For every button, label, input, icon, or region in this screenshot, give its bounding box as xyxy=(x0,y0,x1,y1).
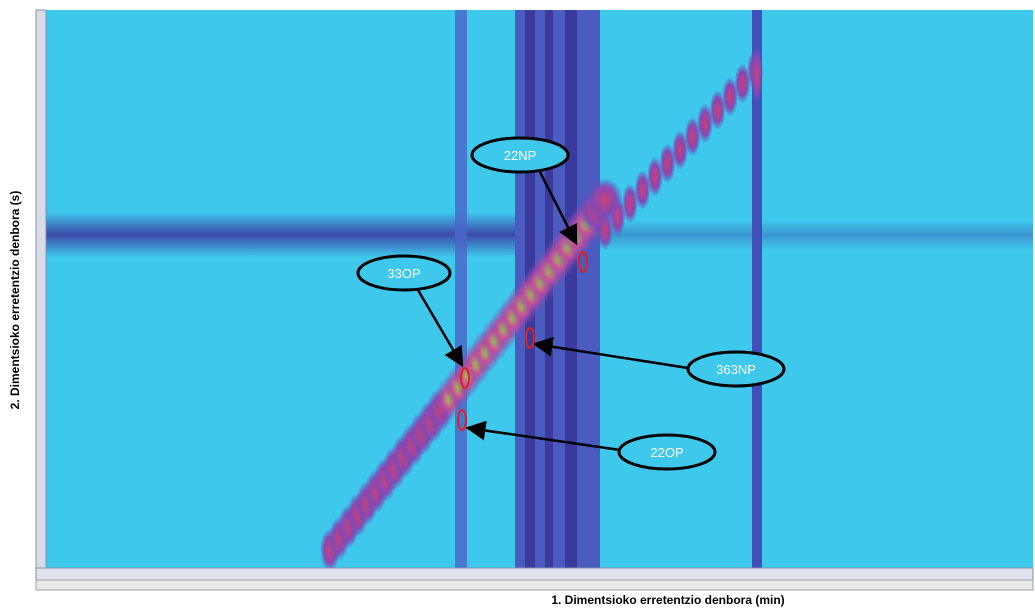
status-bar xyxy=(36,580,1033,590)
y-axis-label: 2. Dimentsioko erretentzio denbora (s) xyxy=(8,191,22,410)
y-ruler xyxy=(36,10,46,570)
callout-label: 33OP xyxy=(387,266,420,281)
x-ruler xyxy=(36,568,1033,580)
callout-label: 363NP xyxy=(716,362,756,377)
peak xyxy=(751,45,763,105)
callout-label: 22OP xyxy=(650,445,683,460)
screenshot: 22NP 33OP 363NP 22OP 2. Dimentsioko erre… xyxy=(0,0,1035,609)
x-axis-label: 1. Dimentsioko erretentzio denbora (min) xyxy=(551,593,784,607)
band xyxy=(455,10,467,570)
band xyxy=(565,10,577,570)
callout-label: 22NP xyxy=(504,148,537,163)
